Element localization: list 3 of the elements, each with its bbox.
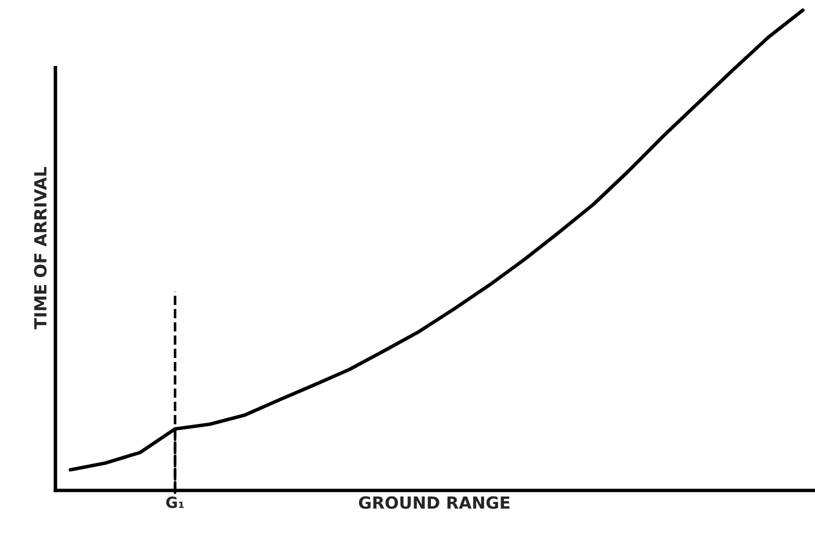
annotation: G₁ — [166, 496, 184, 508]
x-axis-title: GROUND RANGE — [358, 496, 510, 509]
y-axis-title: TIME OF ARRIVAL — [34, 166, 47, 330]
